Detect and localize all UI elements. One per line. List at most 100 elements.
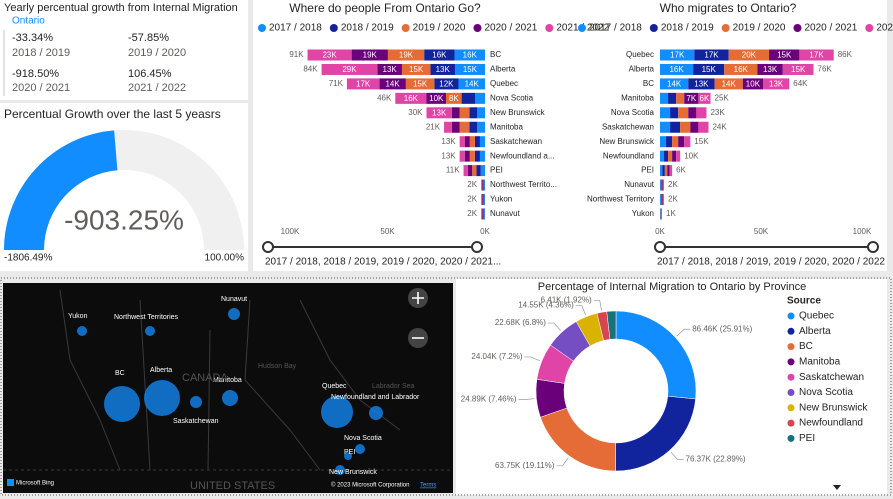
total-label: 2K bbox=[467, 180, 477, 189]
gauge-fill bbox=[4, 130, 118, 250]
bar-segment bbox=[661, 179, 663, 191]
category-label: Alberta bbox=[629, 65, 655, 74]
map-bubble bbox=[335, 465, 345, 475]
legend-marker bbox=[329, 24, 338, 32]
bar-segment bbox=[664, 150, 669, 162]
bar-segment bbox=[459, 136, 465, 148]
bar-segment bbox=[693, 63, 725, 75]
slider-handle[interactable] bbox=[867, 241, 879, 253]
data-label: 17K bbox=[670, 51, 685, 60]
legend-marker bbox=[793, 24, 802, 32]
category-label: Yukon bbox=[490, 195, 512, 204]
bar-segment bbox=[395, 92, 427, 104]
bar-segment bbox=[769, 49, 800, 61]
bar-segment bbox=[454, 63, 485, 75]
card-panel bbox=[0, 0, 248, 100]
card-title: Yearly percentual growth from Internal M… bbox=[4, 2, 238, 14]
legend-marker bbox=[258, 24, 266, 32]
slider-handle[interactable] bbox=[654, 241, 666, 253]
category-label: Quebec bbox=[490, 79, 518, 88]
slice-label: 6.41K (1.92%) bbox=[541, 296, 592, 305]
legend-marker bbox=[721, 24, 730, 32]
category-label: New Brunswick bbox=[599, 137, 655, 146]
legend-label: 2020 / 2022 bbox=[876, 23, 893, 34]
bar-segment bbox=[660, 121, 671, 133]
chart-title: Where do people From Ontario Go? bbox=[289, 1, 481, 15]
slider-handle[interactable] bbox=[471, 241, 483, 253]
legend-label: 2018 / 2019 bbox=[661, 23, 714, 34]
legend-marker bbox=[787, 358, 795, 366]
bar-segment bbox=[481, 194, 482, 205]
leader-line bbox=[575, 305, 586, 315]
bar-segment bbox=[672, 150, 677, 162]
category-label: PEI bbox=[490, 166, 503, 175]
bing-logo-icon bbox=[7, 479, 14, 486]
category-label: Newfoundland bbox=[603, 151, 654, 160]
legend-label: 2019 / 2020 bbox=[413, 23, 466, 34]
map-terms[interactable]: Terms bbox=[420, 483, 436, 489]
bar-segment bbox=[463, 165, 468, 177]
bar-segment bbox=[660, 194, 661, 205]
x-tick-label: 50K bbox=[754, 227, 769, 236]
slice-label: 86.46K (25.91%) bbox=[692, 324, 752, 333]
data-label: 13K bbox=[769, 80, 784, 89]
legend-marker bbox=[787, 312, 795, 320]
gauge-title: Percentual Growth over the last 5 yeasrs bbox=[4, 107, 221, 121]
bar-segment bbox=[346, 78, 380, 90]
bar-segment bbox=[426, 107, 452, 119]
bar-segment bbox=[461, 92, 476, 104]
category-label: PEI bbox=[641, 166, 654, 175]
total-label: 30K bbox=[408, 108, 423, 117]
map-bubble bbox=[144, 380, 180, 416]
legend-marker bbox=[473, 24, 482, 32]
card-value: -33.34% bbox=[12, 32, 53, 44]
legend-title: Source bbox=[787, 296, 821, 307]
bar-segment bbox=[479, 150, 485, 162]
zoom-out[interactable] bbox=[408, 328, 428, 348]
bar-segment bbox=[426, 92, 446, 104]
bar-segment bbox=[668, 150, 673, 162]
data-label: 20K bbox=[742, 51, 757, 60]
data-label: 17K bbox=[704, 51, 719, 60]
bar-segment bbox=[444, 121, 452, 133]
data-label: 14K bbox=[667, 80, 682, 89]
bar-segment bbox=[660, 92, 669, 104]
bar-segment bbox=[670, 107, 679, 119]
legend-label: Saskatchewan bbox=[799, 372, 864, 383]
bar-segment bbox=[482, 179, 484, 191]
bar-segment bbox=[464, 136, 470, 148]
legend-label: 2017 / 2018 bbox=[589, 23, 642, 34]
bar-segment bbox=[481, 194, 483, 205]
data-label: 13K bbox=[763, 65, 778, 74]
map-label: Northwest Territories bbox=[114, 314, 179, 321]
bar-segment bbox=[660, 179, 662, 191]
data-label: 16K bbox=[463, 51, 478, 60]
category-label: Saskatchewan bbox=[602, 122, 654, 131]
data-label: 16K bbox=[669, 65, 684, 74]
bar-segment bbox=[477, 107, 485, 119]
legend-scroll-arrow[interactable] bbox=[833, 485, 841, 490]
map-bubble bbox=[344, 452, 352, 460]
map-logo: Microsoft Bing bbox=[16, 481, 54, 487]
total-label: 84K bbox=[303, 65, 318, 74]
zoom-in-icon bbox=[412, 292, 424, 304]
legend-marker bbox=[649, 24, 658, 32]
slider-handle[interactable] bbox=[262, 241, 274, 253]
bar-segment bbox=[662, 179, 664, 191]
bar-segment bbox=[670, 121, 681, 133]
bar-segment bbox=[763, 78, 790, 90]
bar-segment bbox=[482, 208, 484, 220]
bar-segment bbox=[430, 63, 455, 75]
x-tick-label: 0K bbox=[480, 227, 490, 236]
bar-segment bbox=[307, 49, 352, 61]
bar-segment bbox=[459, 150, 465, 162]
bar-segment bbox=[351, 49, 388, 61]
gauge-range-label: -1806.49% bbox=[4, 253, 52, 264]
map-label: BC bbox=[115, 370, 125, 377]
zoom-in[interactable] bbox=[408, 288, 428, 308]
map-labels: Yukon Northwest Territories Nunavut BC A… bbox=[7, 296, 436, 492]
map-bubble bbox=[369, 406, 383, 420]
map-label: PEI bbox=[344, 449, 355, 456]
total-label: 2K bbox=[467, 209, 477, 218]
